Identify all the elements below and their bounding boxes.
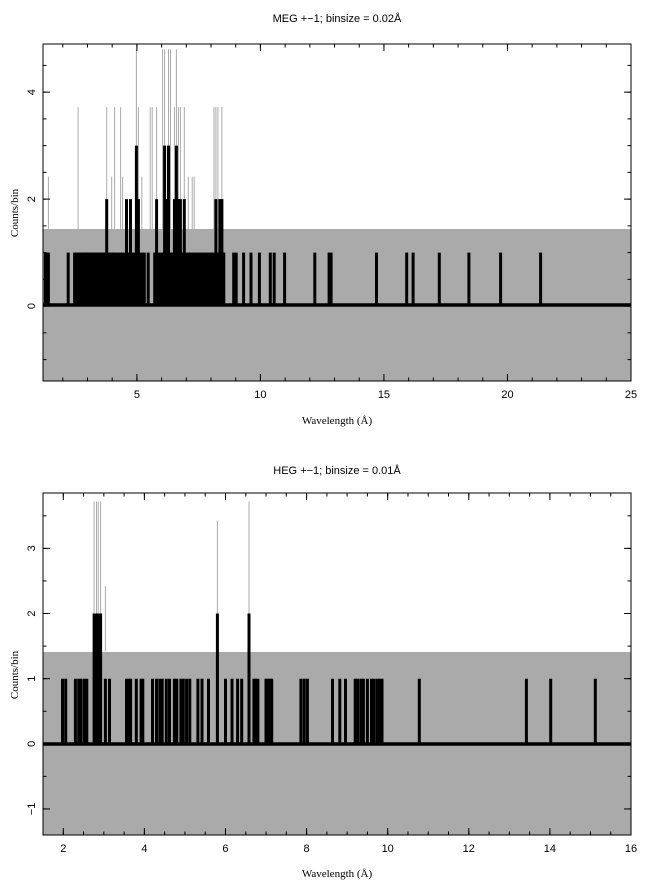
heg-y-tick-label: 3 (26, 545, 38, 551)
heg-x-tick-label: 2 (60, 843, 66, 855)
heg-x-tick-label: 12 (463, 843, 475, 855)
meg-x-tick-label: 15 (378, 389, 390, 401)
heg-plot-frame (42, 492, 632, 836)
heg-y-axis-label: Counts/bin (9, 650, 21, 699)
meg-y-axis-label: Counts/bin (9, 188, 21, 237)
heg-panel: HEG +−1; binsize = 0.01Å 2 4 6 8 10 12 14 16−10… (9, 464, 637, 880)
heg-x-tick-label: 14 (544, 843, 556, 855)
meg-y-tick-label: 2 (26, 196, 38, 202)
heg-error-lines (93, 501, 250, 652)
heg-x-tick-label: 10 (382, 843, 394, 855)
heg-y-tick-label: 2 (26, 610, 38, 616)
heg-y-tick-label: 0 (26, 741, 38, 747)
heg-x-tick-label: 8 (304, 843, 310, 855)
meg-x-tick-label: 20 (501, 389, 513, 401)
meg-count-bars (44, 145, 543, 307)
meg-plot-frame (42, 43, 632, 382)
meg-y-tick-label: 0 (26, 303, 38, 309)
heg-chart-title: HEG +−1; binsize = 0.01Å (273, 464, 401, 477)
meg-panel: MEG +−1; binsize = 0.02Å 5 10 15 20 25 0 2 4 Wa… (9, 12, 637, 427)
heg-y-tick-label: 1 (26, 676, 38, 682)
meg-x-tick-label: 10 (254, 389, 266, 401)
meg-x-tick-label: 5 (134, 389, 140, 401)
heg-count-bars (61, 613, 597, 744)
meg-chart-title: MEG +−1; binsize = 0.02Å (273, 12, 402, 25)
meg-y-tick-label: 4 (26, 89, 38, 95)
heg-x-tick-label: 4 (141, 843, 147, 855)
meg-axes: 5 10 15 20 25 0 2 4 (26, 44, 637, 401)
heg-x-axis-label: Wavelength (Å) (302, 868, 373, 880)
heg-x-tick-label: 16 (625, 843, 637, 855)
heg-x-tick-label: 6 (222, 843, 228, 855)
meg-x-tick-label: 25 (625, 389, 637, 401)
heg-y-tick-label: −1 (26, 803, 38, 816)
meg-x-axis-label: Wavelength (Å) (302, 415, 373, 427)
